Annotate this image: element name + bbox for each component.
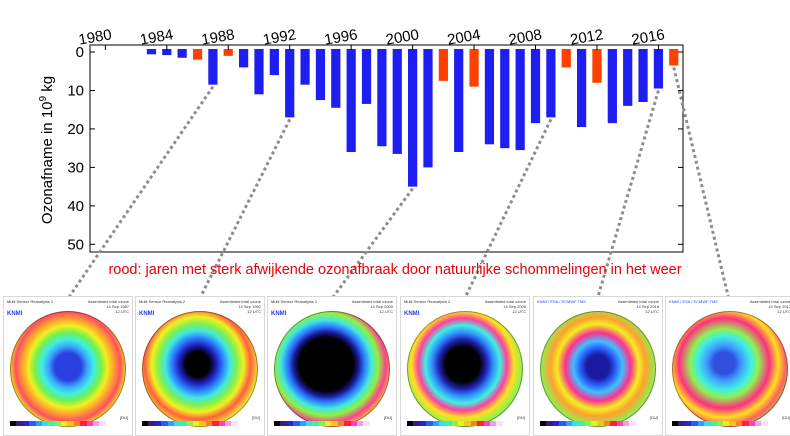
panel-title: Multi Sensor Reanalysis 2 xyxy=(404,299,451,304)
bar-1987 xyxy=(208,49,218,85)
y-tick-label: 0 xyxy=(76,44,84,61)
bar-2010 xyxy=(561,49,571,68)
panel-org: KNMI / ESA / ECMWF TM5 xyxy=(669,299,718,304)
bar-1990 xyxy=(254,49,264,95)
x-tick-label: 2012 xyxy=(569,26,605,49)
y-tick-label: 30 xyxy=(67,159,84,176)
x-tick-label: 1984 xyxy=(139,26,175,49)
bar-1993 xyxy=(300,49,310,85)
ozone-map-panel: Multi Sensor Reanalysis 2 Assimilated tot… xyxy=(267,296,397,436)
bar-1985 xyxy=(177,49,187,58)
ozone-map-panel: Assimilated total ozone 14 Sep 2017 12 UTC… xyxy=(665,296,790,436)
panel-title: Multi Sensor Reanalysis 2 xyxy=(7,299,54,304)
du-label: [DU] xyxy=(252,415,260,420)
bar-1992 xyxy=(285,49,295,118)
bar-series xyxy=(146,49,679,187)
bar-2001 xyxy=(423,49,433,168)
ozone-map-panel: Multi Sensor Reanalysis 2 Assimilated tot… xyxy=(3,296,133,436)
panel-date: Assimilated total ozone 14 Sep 2009 12 UTC xyxy=(484,299,526,314)
bar-1997 xyxy=(361,49,372,104)
ozone-globe-map xyxy=(274,311,390,427)
bar-2017 xyxy=(669,49,679,66)
color-scale xyxy=(274,421,376,426)
ozone-globe-map xyxy=(407,311,523,427)
x-tick-label: 2016 xyxy=(630,26,666,49)
ozone-chart: 0 10 20 30 40 50 1980 1984 1988 1992 1996 2000 2004 2… xyxy=(38,26,684,253)
x-tick-label: 2008 xyxy=(507,26,543,49)
x-tick-label: 1996 xyxy=(323,26,359,49)
bar-2012 xyxy=(592,49,602,83)
y-tick-label: 10 xyxy=(67,82,84,99)
bar-1995 xyxy=(331,49,341,108)
y-tick-label: 20 xyxy=(67,121,84,138)
du-label: [DU] xyxy=(782,415,790,420)
bar-1983 xyxy=(146,49,157,55)
bar-1999 xyxy=(392,49,402,154)
panel-date: Assimilated total ozone 14 Sep 2016 12 UTC xyxy=(617,299,659,314)
ozone-map-panel: Multi Sensor Reanalysis 2 Assimilated tot… xyxy=(400,296,530,436)
du-label: [DU] xyxy=(384,415,392,420)
bar-1984 xyxy=(162,49,172,56)
panel-org: KNMI xyxy=(271,311,287,317)
bar-2004 xyxy=(469,49,479,87)
x-tick-label: 1992 xyxy=(262,26,298,49)
ozone-map-panel: Multi Sensor Reanalysis 2 Assimilated tot… xyxy=(135,296,265,436)
ozone-globe-map xyxy=(672,311,788,427)
x-tick-label: 1988 xyxy=(200,26,236,49)
panel-org: KNMI xyxy=(404,311,420,317)
bar-2008 xyxy=(530,49,541,124)
bar-1996 xyxy=(346,49,356,152)
color-scale xyxy=(407,421,509,426)
bar-2006 xyxy=(500,49,510,149)
panel-org: KNMI / ESA / ECMWF TM5 xyxy=(537,299,586,304)
bar-2007 xyxy=(515,49,525,151)
panel-org: KNMI xyxy=(7,311,23,317)
bar-2014 xyxy=(623,49,633,106)
panel-date: Assimilated total ozone 14 Sep 2000 12 UTC xyxy=(351,299,393,314)
bar-2015 xyxy=(638,49,648,102)
color-scale xyxy=(142,421,244,426)
ozone-globe-map xyxy=(10,311,126,427)
y-tick-label: 40 xyxy=(67,198,84,215)
bar-1988 xyxy=(223,49,233,56)
ozone-globe-map xyxy=(142,311,258,427)
du-label: [DU] xyxy=(120,415,128,420)
panel-title: Multi Sensor Reanalysis 2 xyxy=(271,299,318,304)
bar-2013 xyxy=(607,49,617,124)
panel-title: Multi Sensor Reanalysis 2 xyxy=(139,299,186,304)
bar-1991 xyxy=(269,49,279,76)
bar-1986 xyxy=(192,49,203,60)
x-tick-label: 2004 xyxy=(446,26,482,49)
bar-1989 xyxy=(239,49,249,68)
bar-2003 xyxy=(454,49,464,152)
bar-2011 xyxy=(576,49,587,127)
bar-2009 xyxy=(546,49,556,118)
bar-1998 xyxy=(377,49,387,147)
bar-2002 xyxy=(438,49,448,81)
panel-date: Assimilated total ozone 14 Sep 1992 12 UTC xyxy=(219,299,261,314)
color-scale xyxy=(672,421,774,426)
bar-1994 xyxy=(315,49,326,101)
bar-2000 xyxy=(408,49,418,187)
du-label: [DU] xyxy=(650,415,658,420)
red-bars-caption: rood: jaren met sterk afwijkende ozonafb… xyxy=(108,262,682,278)
bar-2005 xyxy=(484,49,495,145)
panel-date: Assimilated total ozone 14 Sep 2017 12 UTC xyxy=(749,299,790,314)
panel-date: Assimilated total ozone 14 Sep 1987 12 UTC xyxy=(87,299,129,314)
y-tick-label: 50 xyxy=(67,236,84,253)
ozone-map-panel: Assimilated total ozone 14 Sep 2016 12 UTC… xyxy=(533,296,663,436)
x-tick-label: 1980 xyxy=(77,26,113,49)
y-axis-label: Ozonafname in 109 kg xyxy=(38,76,56,224)
du-label: [DU] xyxy=(517,415,525,420)
ozone-globe-map xyxy=(540,311,656,427)
x-tick-label: 2000 xyxy=(384,26,420,49)
tick-labels: 0 10 20 30 40 50 1980 1984 1988 1992 1996 2000 2004 2… xyxy=(67,26,683,253)
panel-org: KNMI xyxy=(139,311,155,317)
bar-2016 xyxy=(653,49,664,89)
color-scale xyxy=(540,421,642,426)
color-scale xyxy=(10,421,112,426)
